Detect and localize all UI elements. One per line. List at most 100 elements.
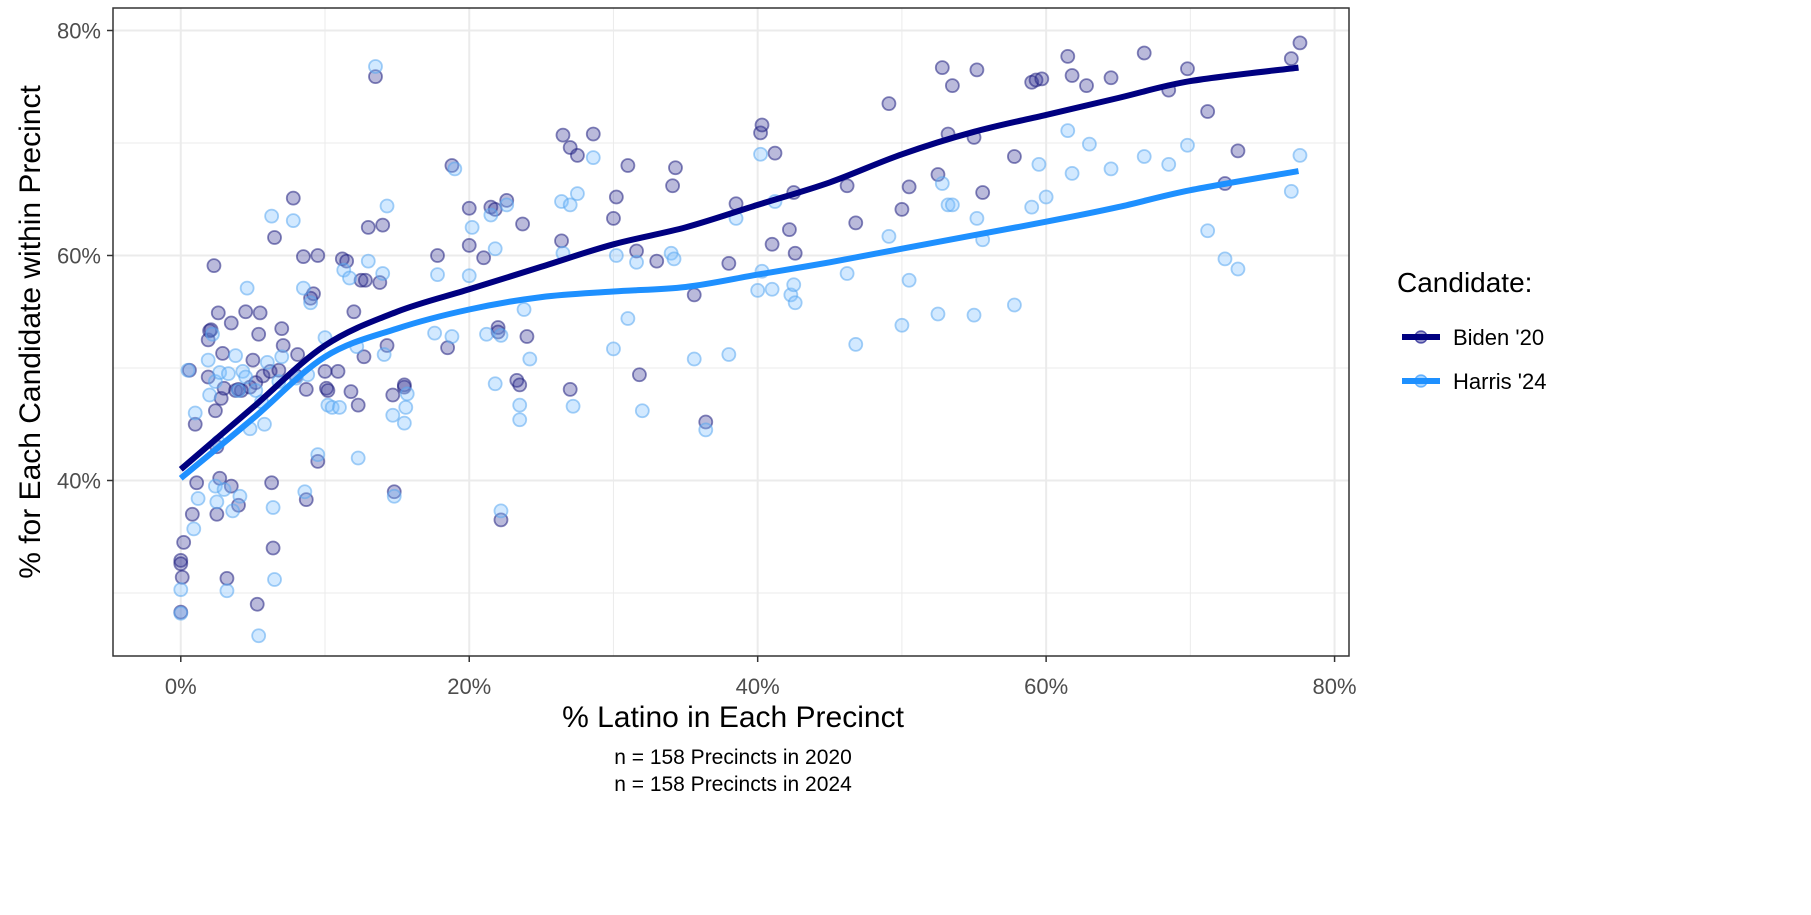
scatter-point-harris [427, 325, 443, 341]
scatter-point-harris [239, 280, 255, 296]
scatter-point-biden [570, 147, 585, 163]
scatter-point-biden [944, 78, 960, 94]
scatter-point-biden [290, 347, 306, 362]
scatter-point-harris [238, 369, 254, 385]
scatter-point-harris [220, 366, 236, 382]
scatter-point-harris [1064, 165, 1080, 181]
scatter-point-biden [219, 570, 235, 586]
scatter-point-harris [310, 447, 326, 463]
scatter-point-harris [267, 572, 282, 587]
x-tick-label: 60% [1024, 674, 1068, 699]
plot-panel-border [112, 7, 1350, 657]
scatter-point-harris [228, 348, 243, 364]
scatter-point-harris [342, 270, 357, 286]
scatter-point-biden [295, 249, 311, 265]
x-tick-label: 0% [165, 674, 197, 699]
scatter-point-harris [1007, 297, 1022, 313]
scatter-point-harris [379, 198, 395, 214]
scatter-point-biden [1200, 104, 1216, 119]
scatter-point-harris [200, 352, 216, 368]
scatter-point-biden [881, 96, 897, 112]
y-axis-title: % for Each Candidate within Precinct [14, 85, 47, 579]
scatter-point-harris [274, 349, 290, 365]
scatter-point-biden [1034, 71, 1050, 87]
scatter-point-biden [267, 230, 282, 245]
scatter-point-harris [839, 266, 855, 281]
scatter-point-biden [223, 478, 239, 494]
scatter-point-biden [515, 216, 530, 232]
legend: Candidate: Biden '20 Harris '24 [1397, 267, 1546, 394]
scatter-point-biden [686, 287, 702, 303]
scatter-point-harris [360, 253, 376, 269]
scatter-point-harris [295, 280, 311, 296]
scatter-point-biden [969, 62, 985, 78]
scatter-point-biden [346, 304, 362, 320]
scatter-point-harris [1103, 161, 1119, 177]
scatter-point-harris [375, 266, 391, 281]
scatter-point-biden [632, 367, 647, 383]
scatter-point-biden [350, 397, 366, 413]
scatter-point-biden [285, 190, 301, 206]
scatter-point-harris [698, 422, 714, 438]
scatter-point-biden [385, 387, 401, 403]
scatter-point-biden [606, 210, 621, 226]
scatter-point-biden [320, 383, 336, 398]
scatter-point-harris [562, 197, 578, 213]
scatter-point-harris [1060, 123, 1076, 139]
trend-line-harris [178, 168, 1300, 481]
scatter-point-biden [356, 349, 372, 365]
scatter-point-harris [786, 277, 802, 293]
scatter-point-harris [1031, 156, 1047, 172]
scatter-point-biden [265, 540, 281, 556]
scatter-point-harris [1283, 183, 1299, 199]
scatter-point-biden [343, 384, 359, 400]
scatter-point-biden [264, 475, 280, 491]
scatter-point-harris [753, 146, 768, 162]
scatter-point-biden [490, 320, 506, 335]
scatter-point-harris [1200, 223, 1216, 239]
scatter-point-harris [231, 383, 246, 398]
legend-item-harris: Harris '24 [1402, 369, 1546, 394]
scatter-point-harris [232, 488, 248, 504]
scatter-point-biden [1064, 68, 1080, 83]
scatter-point-harris [881, 228, 897, 244]
scatter-point-biden [754, 117, 770, 133]
scatter-point-biden [901, 179, 917, 195]
scatter-point-harris [634, 403, 650, 419]
scatter-point-harris [620, 311, 636, 326]
scatter-point-biden [255, 368, 271, 384]
scatter-point-harris [186, 521, 202, 537]
scatter-point-biden [767, 145, 783, 161]
scatter-point-harris [493, 503, 509, 519]
scatter-point-harris [848, 336, 864, 352]
scatter-point-harris [248, 383, 264, 398]
scatter-point-biden [764, 236, 780, 252]
scatter-point-biden [330, 363, 346, 379]
scatter-point-biden [210, 305, 226, 321]
scatter-point-biden [353, 272, 369, 288]
legend-key-biden-dot [1414, 330, 1428, 344]
scatter-point-biden [275, 338, 291, 353]
scatter-point-biden [461, 200, 477, 216]
y-tick-label: 80% [57, 19, 101, 44]
scatter-point-biden [1283, 51, 1299, 67]
scatter-point-harris [444, 329, 460, 344]
scatter-point-harris [332, 399, 347, 415]
scatter-point-biden [271, 362, 287, 378]
scatter-point-harris [464, 219, 480, 235]
scatter-point-harris [1292, 147, 1308, 163]
scatter-point-harris [894, 317, 910, 333]
scatter-point-biden [665, 178, 680, 194]
y-tick-label: 40% [57, 469, 101, 494]
scatter-point-harris [930, 306, 946, 322]
scatter-point-harris [1081, 136, 1097, 152]
scatter-point-harris [1161, 156, 1177, 172]
x-tick-label: 40% [736, 674, 780, 699]
scatter-point-harris [265, 500, 281, 515]
scatter-points [173, 35, 1308, 644]
scatter-point-harris [368, 59, 383, 74]
scatter-point-harris [297, 484, 313, 500]
scatter-point-biden [209, 506, 225, 522]
scatter-point-biden [1180, 61, 1195, 77]
